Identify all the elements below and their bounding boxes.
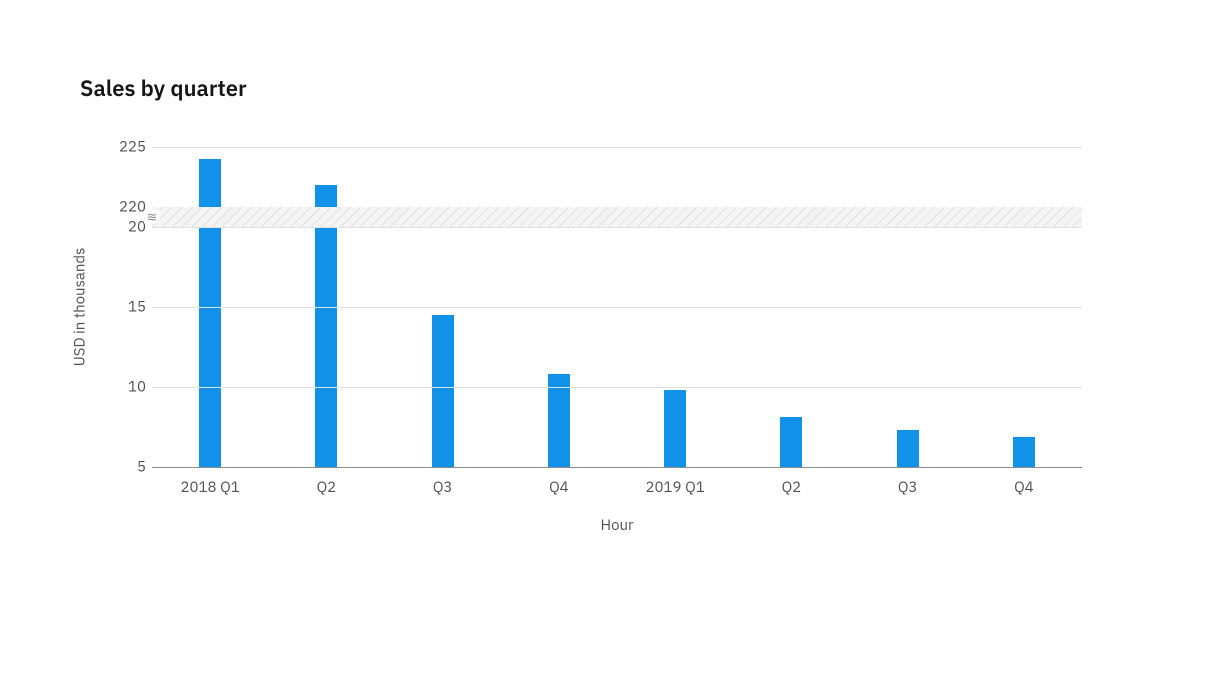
y-tick-label: 220: [104, 198, 146, 217]
chart-title: Sales by quarter: [80, 74, 1140, 103]
x-tick-label: 2019 Q1: [646, 478, 705, 497]
y-tick-label: 5: [104, 458, 146, 477]
x-tick-label: Q2: [317, 478, 337, 497]
x-tick-label: Q4: [1014, 478, 1034, 497]
gridline: [152, 227, 1082, 228]
axis-break-notch-icon: ≋: [144, 211, 160, 224]
gridline: [152, 387, 1082, 388]
bar[interactable]: [1013, 437, 1035, 467]
y-axis-ticks: 5101520220225: [104, 147, 152, 467]
plot-area: ≋: [152, 147, 1082, 468]
x-axis-label: Hour: [152, 516, 1082, 535]
axis-break-band: [152, 207, 1082, 227]
bar[interactable]: [548, 374, 570, 467]
x-tick-label: Q2: [782, 478, 802, 497]
x-tick-label: Q4: [549, 478, 569, 497]
x-tick-label: 2018 Q1: [181, 478, 240, 497]
bar[interactable]: [780, 417, 802, 467]
y-tick-label: 15: [104, 298, 146, 317]
bar[interactable]: [664, 390, 686, 467]
gridline: [152, 307, 1082, 308]
bar[interactable]: [897, 430, 919, 467]
x-tick-label: Q3: [898, 478, 918, 497]
x-tick-label: Q3: [433, 478, 453, 497]
chart-container: Sales by quarter USD in thousands 510152…: [80, 74, 1140, 535]
gridline: [152, 147, 1082, 148]
chart-row: USD in thousands 5101520220225 ≋: [80, 147, 1140, 468]
x-axis-ticks: 2018 Q1 Q2 Q3 Q4 2019 Q1 Q2 Q3 Q4: [152, 468, 1082, 508]
bar[interactable]: [432, 315, 454, 467]
y-tick-label: 20: [104, 218, 146, 237]
bar[interactable]: [199, 159, 221, 467]
y-axis-label: USD in thousands: [71, 248, 90, 367]
y-tick-label: 225: [104, 138, 146, 157]
y-tick-label: 10: [104, 378, 146, 397]
